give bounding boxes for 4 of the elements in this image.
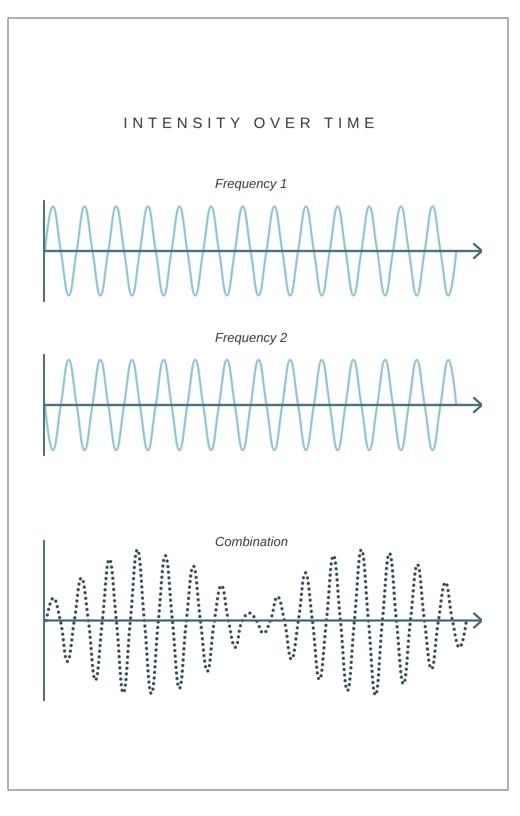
chart-subtitle: Frequency 2 [215, 330, 288, 345]
chart-title: INTENSITY OVER TIME [123, 115, 380, 132]
chart-subtitle: Frequency 1 [215, 176, 288, 191]
chart-subtitle: Combination [215, 534, 288, 549]
